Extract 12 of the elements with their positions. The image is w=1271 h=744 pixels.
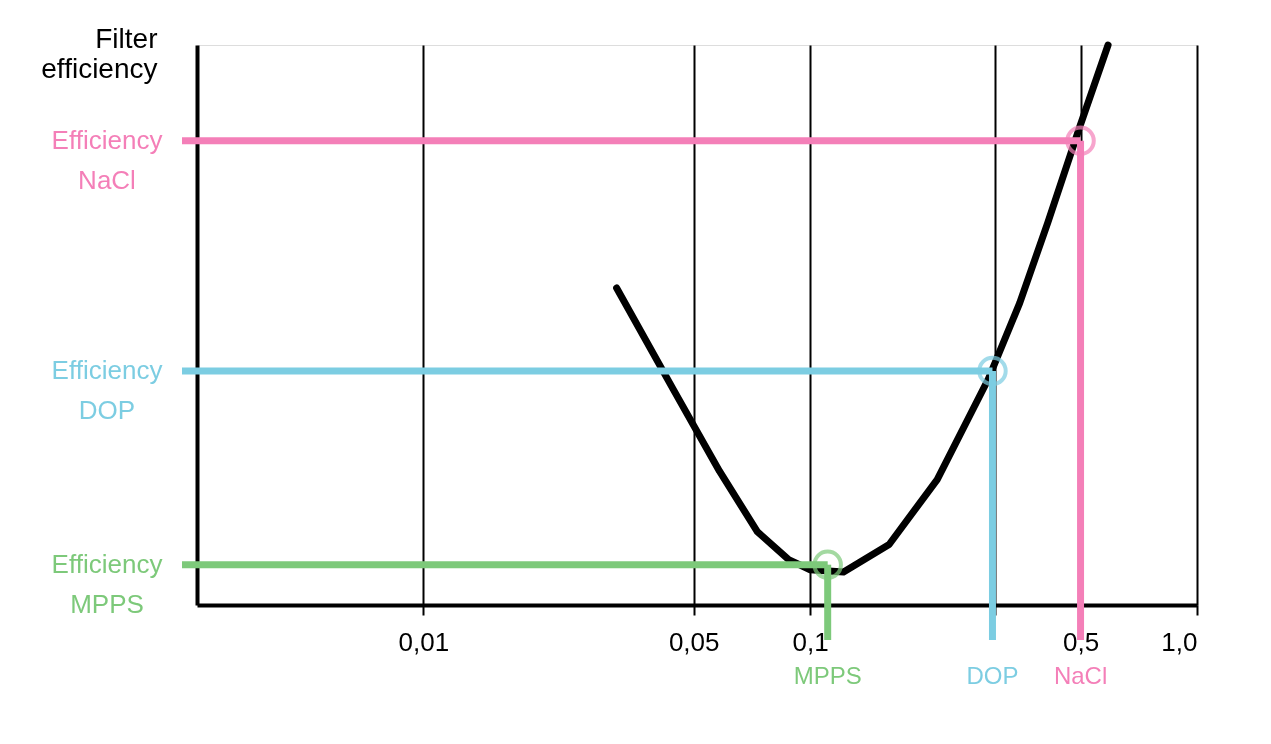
ref-line-label: DOP <box>966 662 1019 689</box>
ref-line-label: Efficiency NaCl <box>51 124 163 195</box>
ref-line-label: Efficiency MPPS <box>51 548 163 619</box>
x-tick-label: 0,05 <box>668 626 720 657</box>
ref-line-label: NaCl <box>1053 662 1108 689</box>
x-tick-label: 0,5 <box>1062 626 1100 657</box>
ref-line-label: Efficiency DOP <box>51 354 163 425</box>
x-tick-label: 1,0 <box>1161 626 1198 657</box>
x-tick-label: 0,01 <box>398 626 450 657</box>
y-axis-title: Filter efficiency <box>41 22 158 84</box>
x-tick-label: 0,1 <box>792 626 829 657</box>
ref-line-label: MPPS <box>793 662 862 689</box>
